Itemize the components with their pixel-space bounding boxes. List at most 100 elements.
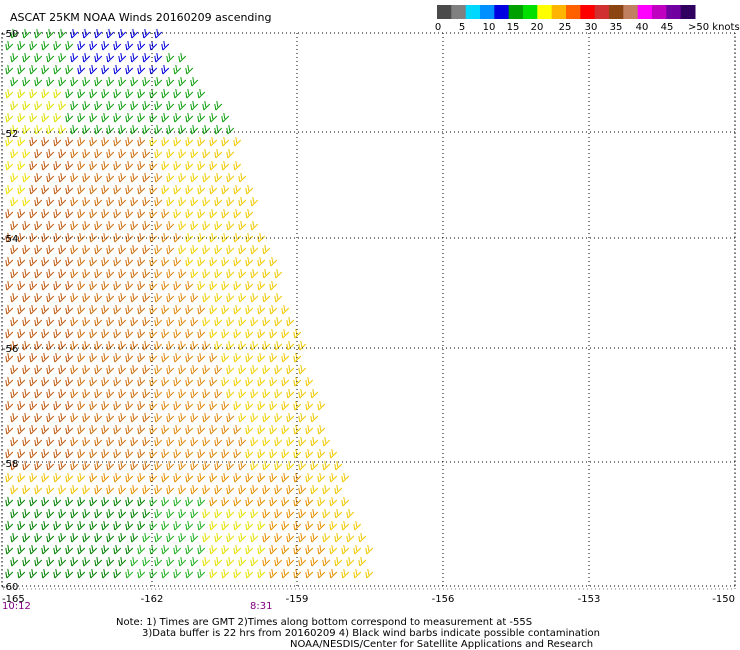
wind-barb xyxy=(233,448,242,459)
wind-barb xyxy=(125,400,134,411)
wind-barb xyxy=(214,508,223,519)
wind-barb xyxy=(125,160,134,171)
wind-barb xyxy=(29,280,38,291)
wind-barb xyxy=(94,364,103,375)
legend-swatch xyxy=(566,5,581,19)
wind-barb xyxy=(77,88,86,99)
wind-barb xyxy=(34,220,43,231)
wind-barb xyxy=(310,436,319,447)
wind-barb xyxy=(5,160,14,171)
wind-barb xyxy=(341,544,350,555)
lon-label--153: -153 xyxy=(578,594,601,605)
wind-barb xyxy=(58,172,67,183)
wind-barb xyxy=(154,148,163,159)
wind-barb xyxy=(34,196,43,207)
wind-barb xyxy=(58,76,67,87)
wind-barb xyxy=(262,364,271,375)
wind-barb xyxy=(238,556,247,567)
wind-barb xyxy=(262,340,271,351)
wind-barb xyxy=(286,484,295,495)
wind-barb xyxy=(29,400,38,411)
wind-barb xyxy=(166,484,175,495)
wind-barb xyxy=(238,484,247,495)
wind-barb xyxy=(226,148,235,159)
wind-barb xyxy=(269,544,278,555)
legend-label-35: 35 xyxy=(610,22,623,33)
wind-barb xyxy=(22,172,31,183)
wind-barb xyxy=(190,172,199,183)
wind-barb xyxy=(137,64,146,75)
wind-barb xyxy=(101,112,110,123)
wind-barb xyxy=(46,388,55,399)
wind-barb xyxy=(226,340,235,351)
legend-label-15: 15 xyxy=(507,22,520,33)
wind-barb xyxy=(245,544,254,555)
lat-label--52: -52 xyxy=(2,129,18,140)
wind-barb xyxy=(166,124,175,135)
wind-barb xyxy=(173,544,182,555)
wind-barb xyxy=(226,292,235,303)
wind-barb xyxy=(5,208,14,219)
wind-barb xyxy=(101,328,110,339)
wind-barb xyxy=(130,412,139,423)
wind-barb xyxy=(130,268,139,279)
wind-barb xyxy=(46,412,55,423)
wind-barb xyxy=(34,244,43,255)
wind-barb xyxy=(22,220,31,231)
wind-barb xyxy=(10,436,19,447)
wind-barb xyxy=(274,316,283,327)
wind-barb xyxy=(334,484,343,495)
wind-barb xyxy=(41,40,50,51)
wind-barb xyxy=(202,460,211,471)
wind-barb xyxy=(257,256,266,267)
wind-barb xyxy=(94,268,103,279)
wind-barb xyxy=(269,304,278,315)
wind-barb xyxy=(154,268,163,279)
wind-barb xyxy=(178,220,187,231)
wind-barb xyxy=(53,472,62,483)
wind-barb xyxy=(89,544,98,555)
note-line-3: NOAA/NESDIS/Center for Satellite Applica… xyxy=(290,639,593,650)
wind-barb xyxy=(118,124,127,135)
wind-barb xyxy=(125,64,134,75)
lon-label--162: -162 xyxy=(141,594,164,605)
wind-barb xyxy=(221,376,230,387)
wind-barb xyxy=(161,568,170,579)
wind-barb xyxy=(53,544,62,555)
wind-barb xyxy=(166,388,175,399)
wind-barb xyxy=(142,244,151,255)
wind-barb xyxy=(46,124,55,135)
wind-barb xyxy=(106,484,115,495)
wind-barb xyxy=(226,364,235,375)
wind-barb xyxy=(34,484,43,495)
wind-barb xyxy=(286,532,295,543)
wind-barb xyxy=(185,328,194,339)
wind-barb xyxy=(5,448,14,459)
wind-barb xyxy=(65,88,74,99)
wind-barb xyxy=(190,76,199,87)
wind-barb xyxy=(262,484,271,495)
wind-barb xyxy=(137,472,146,483)
wind-barb xyxy=(221,160,230,171)
wind-barb xyxy=(46,148,55,159)
legend-swatch xyxy=(666,5,682,19)
wind-barb xyxy=(197,352,206,363)
wind-barb xyxy=(22,316,31,327)
wind-barb xyxy=(185,232,194,243)
wind-barb xyxy=(34,436,43,447)
wind-barb xyxy=(29,40,38,51)
wind-barb xyxy=(178,76,187,87)
wind-barb xyxy=(154,388,163,399)
wind-barb xyxy=(245,256,254,267)
wind-barb xyxy=(262,436,271,447)
wind-barb xyxy=(113,112,122,123)
wind-barb xyxy=(46,100,55,111)
wind-barb xyxy=(58,268,67,279)
wind-barb xyxy=(142,316,151,327)
wind-barb xyxy=(233,424,242,435)
wind-barb xyxy=(185,280,194,291)
map-frame xyxy=(1,32,736,590)
wind-barb xyxy=(197,544,206,555)
wind-barb xyxy=(269,256,278,267)
wind-barb xyxy=(214,484,223,495)
